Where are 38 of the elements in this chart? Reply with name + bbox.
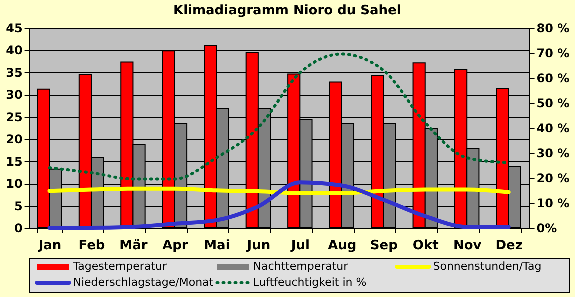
x-tick-label: Dez	[496, 238, 523, 254]
x-tick-label: Nov	[453, 238, 482, 254]
x-tick-label: Mär	[120, 238, 148, 254]
x-tick-label: Jul	[290, 238, 310, 254]
y2-tick-label: 10 %	[536, 196, 570, 210]
legend-label: Niederschlagstage/Monat	[73, 276, 214, 289]
legend-label: Sonnenstunden/Tag	[433, 260, 542, 273]
y-tick-label: 35	[6, 66, 23, 80]
y2-tick-label: 50 %	[536, 96, 570, 110]
legend-label: Tagestemperatur	[72, 260, 168, 273]
x-tick-label: Feb	[78, 238, 106, 254]
x-tick-label: Okt	[412, 238, 439, 254]
y2-tick-label: 20 %	[536, 172, 570, 186]
y-tick-label: 25	[6, 110, 23, 124]
y2-tick-label: 40 %	[536, 122, 570, 136]
y-tick-label: 0	[14, 222, 23, 236]
x-tick-label: Apr	[162, 238, 189, 254]
y-tick-label: 20	[6, 132, 23, 147]
y2-tick-label: 60 %	[536, 72, 570, 86]
y2-tick-label: 70 %	[536, 46, 570, 60]
chart-title: Klimadiagramm Nioro du Sahel	[174, 4, 402, 18]
y-tick-label: 30	[6, 88, 23, 102]
y2-tick-label: 80 %	[536, 22, 570, 36]
y2-tick-label: 30 %	[536, 146, 570, 160]
x-tick-label: Aug	[328, 238, 357, 254]
x-tick-label: Sep	[370, 238, 398, 254]
y-tick-label: 5	[14, 199, 23, 214]
x-tick-label: Mai	[204, 238, 230, 254]
legend-label: Luftfeuchtigkeit in %	[253, 276, 367, 289]
y-tick-label: 15	[6, 154, 23, 169]
legend-label: Nachttemperatur	[253, 260, 349, 273]
line-series	[48, 180, 511, 230]
y-tick-label: 10	[6, 177, 23, 192]
y-tick-label: 40	[6, 44, 23, 58]
x-tick-label: Jun	[246, 238, 271, 254]
y-tick-label: 45	[6, 22, 23, 36]
y2-tick-label: 0%	[536, 222, 558, 236]
x-tick-label: Jan	[38, 238, 62, 254]
